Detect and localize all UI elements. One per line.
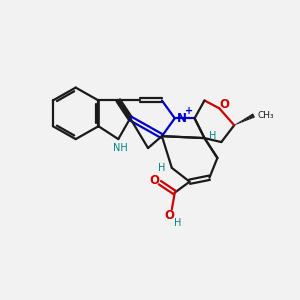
Text: H: H — [174, 218, 182, 228]
Text: N: N — [177, 112, 187, 125]
Text: H: H — [209, 131, 216, 141]
Text: NH: NH — [113, 143, 128, 153]
Text: O: O — [219, 98, 229, 111]
Text: O: O — [149, 174, 159, 187]
Text: H: H — [158, 163, 166, 173]
Text: +: + — [184, 106, 193, 116]
Text: O: O — [165, 209, 175, 222]
Text: CH₃: CH₃ — [258, 111, 274, 120]
